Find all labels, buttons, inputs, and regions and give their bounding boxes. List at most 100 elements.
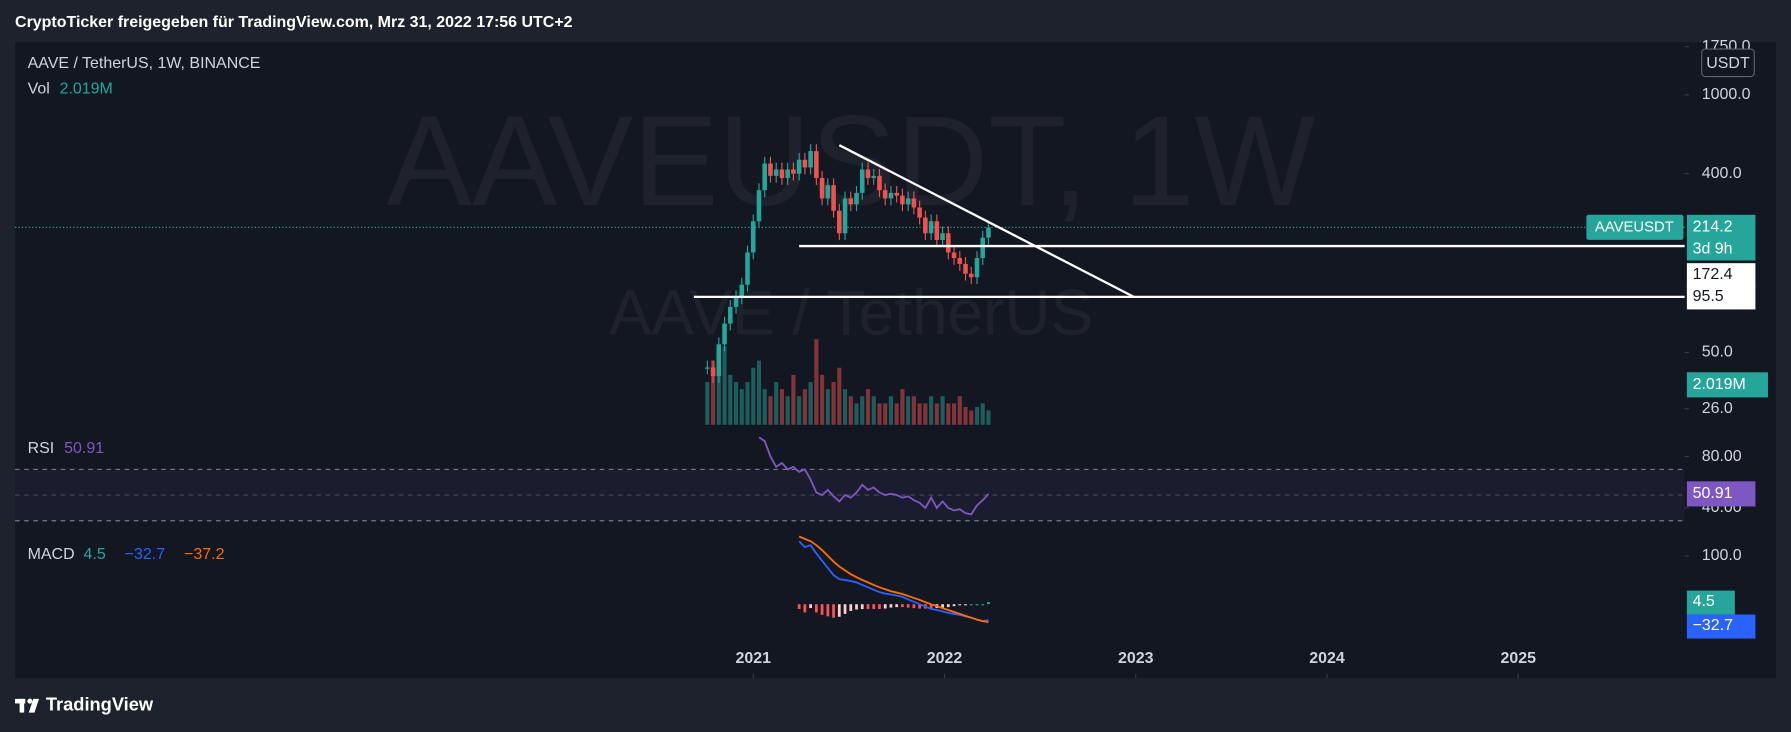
volume-bar [888,396,893,425]
macd-legend-name: MACD [28,546,75,563]
price-badge [1686,214,1756,261]
volume-bar [865,389,871,425]
candle-body [768,163,773,176]
watermark-sub: AAVE / TetherUS [609,276,1094,348]
candle-body [963,263,968,274]
candle-body [756,190,762,222]
volume-bar [871,396,876,425]
rsi-legend-value: 50.91 [64,440,104,457]
candle-body [762,163,768,191]
volume-bar [705,381,710,425]
countdown-label: 3d 9h [1693,240,1733,257]
macd-histogram-bar [895,604,899,608]
volume-bar [791,374,796,425]
candle-body [911,198,917,208]
macd-histogram-bar [946,604,950,608]
rsi-badge-label: 50.91 [1693,485,1733,502]
candle-body [854,192,859,205]
volume-bar [785,396,790,425]
y-tick-label: 1000.0 [1702,86,1751,103]
volume-bar [831,381,836,425]
candle-body [905,198,911,205]
volume-bar [986,410,991,425]
candle-body [733,297,739,307]
volume-bar [802,389,807,425]
macd-line-badge [1686,614,1756,639]
x-tick-label: 2022 [927,650,963,667]
candle-body [745,252,750,285]
trendline [838,144,1135,298]
volume-bar [808,381,813,425]
macd-line [798,540,989,623]
volume-bar [957,396,962,425]
candle-body [946,233,951,253]
y-tick-label: 100.0 [1702,547,1742,564]
x-tick-label: 2021 [735,650,771,667]
symbol-badge [1586,214,1684,240]
candle-body [716,344,722,377]
candle-body [940,233,945,240]
candle-body [917,207,922,218]
candle-body [837,210,842,234]
volume-bar [969,410,974,425]
volume-bar [854,403,859,425]
y-tick-label: 80.00 [1702,448,1742,465]
volume-bar [728,374,733,425]
volume-legend-name: Vol [28,80,50,97]
candle-body [865,169,871,179]
macd-legend-value: −37.2 [184,546,225,563]
rsi-line [758,436,990,516]
macd-histogram-bar [981,604,985,606]
candle-body [842,198,848,234]
rsi-badge [1686,481,1756,507]
y-tick-label: 50.0 [1702,344,1733,361]
volume-badge-label: 2.019M [1693,376,1746,393]
volume-bar [774,381,779,425]
level-badge [1686,285,1756,310]
candle-body [859,169,865,193]
symbol-title: AAVE / TetherUS, 1W, BINANCE [28,55,261,72]
macd-histogram-badge [1686,590,1735,615]
volume-bar [733,381,739,425]
macd-histogram-bar [901,604,904,608]
symbol-badge-label: AAVEUSDT [1595,219,1674,235]
rsi-legend-name: RSI [28,440,55,457]
volume-badge [1686,372,1768,398]
macd-histogram-bar [969,604,973,606]
candle-body [980,237,986,259]
macd-histogram-bar [855,604,858,610]
macd-line-badge-label: −32.7 [1693,617,1734,634]
volume-bar [894,403,899,425]
volume-bar [711,360,716,425]
volume-bar [940,396,945,425]
candle-body [750,221,756,253]
macd-histogram-bar [832,604,835,618]
footer-brand: TradingView [46,694,154,715]
macd-histogram-bar [987,602,990,605]
macd-histogram-bar [860,604,864,610]
macd-histogram-badge-label: 4.5 [1693,593,1715,610]
x-tick-label: 2023 [1118,650,1154,667]
candle-body [974,258,980,278]
macd-histogram-bar [809,604,812,609]
volume-bar [739,389,744,425]
volume-bar [825,389,830,425]
level-badge-label: 172.4 [1693,266,1733,283]
macd-histogram-bar [929,604,933,610]
macd-histogram-bar [826,604,830,617]
macd-histogram-bar [958,604,962,606]
volume-bar [745,381,750,425]
volume-bar [911,396,916,425]
candle-body [722,323,727,345]
volume-bar [917,403,922,425]
candle-body [814,151,819,179]
macd-histogram-bar [975,604,979,606]
candle-body [894,192,899,196]
macd-histogram-bar [797,604,801,610]
candle-body [831,185,836,211]
volume-bar [716,367,721,425]
macd-histogram-bar [906,604,910,608]
candle-body [877,175,882,191]
logo-stem [19,698,25,713]
